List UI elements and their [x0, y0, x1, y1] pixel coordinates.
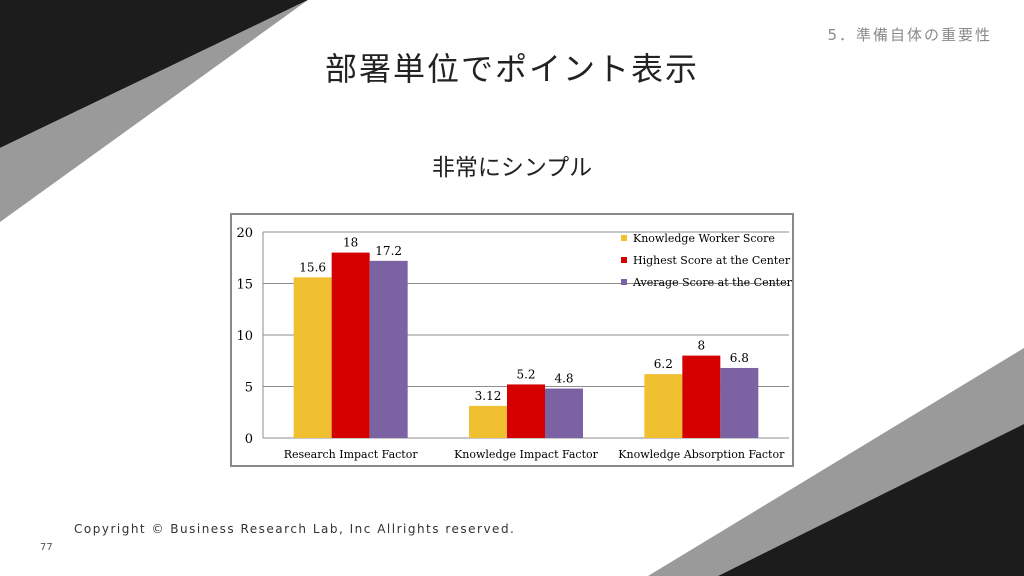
x-category-label: Knowledge Absorption Factor	[618, 448, 785, 461]
bottom-right-gray-shape	[648, 348, 1024, 576]
legend-label: Highest Score at the Center	[633, 254, 791, 267]
slide-title: 部署単位でポイント表示	[324, 50, 699, 88]
bar-chart-svg: 0 5 10 15 20 15.6 18 17.2 Research Impact Factor…	[236, 226, 792, 461]
copyright-notice: Copyright © Business Research Lab, Inc A…	[74, 522, 516, 536]
bar	[369, 260, 408, 438]
data-label: 18	[343, 236, 358, 250]
data-label: 4.8	[554, 372, 573, 386]
y-tick-label: 5	[245, 381, 253, 396]
bar	[469, 405, 507, 438]
bar	[644, 374, 683, 438]
data-label: 3.12	[475, 389, 502, 403]
y-tick-label: 10	[236, 329, 253, 344]
data-label: 6.8	[730, 351, 749, 365]
section-label: 5．準備自体の重要性	[827, 26, 992, 44]
data-label: 5.2	[516, 367, 535, 381]
data-label: 15.6	[299, 260, 326, 274]
data-label: 8	[698, 339, 706, 353]
legend-swatch	[621, 235, 627, 241]
y-tick-label: 0	[245, 432, 253, 447]
data-label: 17.2	[375, 244, 402, 258]
bar	[682, 355, 721, 438]
y-tick-label: 15	[236, 278, 253, 293]
top-left-gray-shape	[0, 0, 308, 222]
slide-subtitle: 非常にシンプル	[431, 155, 593, 181]
bar	[293, 277, 332, 438]
bar	[720, 367, 759, 438]
legend-label: Average Score at the Center	[632, 276, 792, 289]
legend-label: Knowledge Worker Score	[633, 232, 775, 245]
bar	[545, 388, 583, 438]
x-category-label: Knowledge Impact Factor	[454, 448, 599, 461]
bar-chart: 0 5 10 15 20 15.6 18 17.2 Research Impact Factor…	[230, 213, 794, 467]
x-category-label: Research Impact Factor	[284, 448, 419, 461]
bar	[331, 252, 370, 438]
data-label: 6.2	[654, 357, 673, 371]
legend-swatch	[621, 257, 627, 263]
page-number: 77	[40, 542, 53, 553]
y-tick-label: 20	[236, 226, 253, 241]
legend-swatch	[621, 279, 627, 285]
bar	[507, 384, 545, 438]
bottom-right-dark-shape	[718, 424, 1024, 576]
